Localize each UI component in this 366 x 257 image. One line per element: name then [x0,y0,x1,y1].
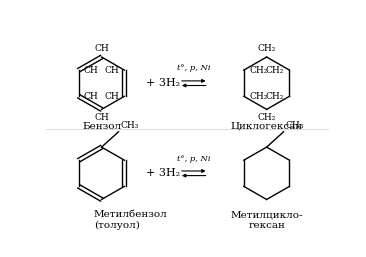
Text: Бензол: Бензол [82,122,121,131]
Text: CH: CH [83,92,98,101]
Text: CH₂: CH₂ [257,113,276,122]
Text: CH: CH [105,92,120,101]
Text: CH: CH [94,44,109,53]
Text: CH₂: CH₂ [257,44,276,53]
Text: CH₂: CH₂ [266,66,284,75]
Text: CH₂: CH₂ [249,92,268,101]
Text: t°, p, Ni: t°, p, Ni [177,154,210,162]
Text: Метилбензол
(толуол): Метилбензол (толуол) [94,210,168,230]
Text: + 3H₂: + 3H₂ [146,168,180,178]
Text: CH₂: CH₂ [249,66,268,75]
Text: CH: CH [83,66,98,75]
Text: + 3H₂: + 3H₂ [146,78,180,88]
Text: Метилцикло-
гексан: Метилцикло- гексан [230,210,303,230]
Text: CH₃: CH₃ [286,121,305,130]
Text: CH₂: CH₂ [266,92,284,101]
Text: t°, p, Ni: t°, p, Ni [177,65,210,72]
Text: CH: CH [105,66,120,75]
Text: CH₃: CH₃ [121,121,139,130]
Text: Циклогексан: Циклогексан [231,122,303,131]
Text: CH: CH [94,113,109,122]
